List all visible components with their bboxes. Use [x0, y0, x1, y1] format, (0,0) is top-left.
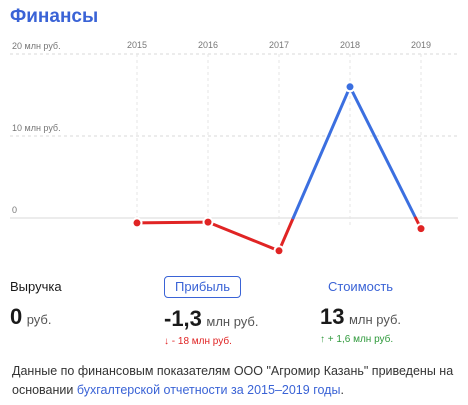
value-delta: ↑ + 1,6 млн руб. [320, 334, 394, 345]
note-end: . [340, 383, 344, 397]
profit-value: -1,3 [164, 306, 202, 331]
revenue-value-row: 0 руб. [10, 304, 62, 330]
profit-tab[interactable]: Прибыль [164, 276, 241, 298]
x-tick-label: 2015 [127, 40, 147, 50]
profit-metric: Прибыль -1,3 млн руб. ↓ - 18 млн руб. [164, 276, 258, 347]
data-source-note: Данные по финансовым показателям ООО "Аг… [12, 362, 458, 400]
x-tick-label: 2018 [340, 40, 360, 50]
value-value: 13 [320, 304, 345, 329]
profit-value-row: -1,3 млн руб. [164, 306, 258, 332]
profit-delta: ↓ - 18 млн руб. [164, 336, 232, 347]
page-title: Финансы [10, 6, 99, 27]
value-metric: Стоимость 13 млн руб. ↑ + 1,6 млн руб. [320, 276, 401, 345]
data-point [202, 216, 214, 228]
x-tick-label: 2016 [198, 40, 218, 50]
series-segment [277, 216, 295, 253]
metrics-panel: Выручка 0 руб. Прибыль -1,3 млн руб. ↓ -… [0, 276, 468, 347]
y-tick-label: 20 млн руб. [12, 41, 61, 51]
note-text: Данные по финансовым показателям ООО "Аг… [12, 364, 454, 397]
data-point [273, 245, 285, 257]
y-tick-label: 10 млн руб. [12, 123, 61, 133]
value-value-row: 13 млн руб. [320, 304, 401, 330]
series-segment [135, 220, 210, 225]
accounting-report-link[interactable]: бухгалтерской отчетности за 2015–2019 го… [76, 383, 341, 397]
value-tab[interactable]: Стоимость [328, 279, 394, 294]
series-segment [206, 220, 281, 253]
revenue-unit: руб. [26, 312, 52, 327]
data-point [131, 217, 143, 229]
data-point [344, 81, 356, 93]
revenue-metric: Выручка 0 руб. [10, 276, 62, 330]
profit-unit: млн руб. [206, 314, 259, 329]
revenue-label: Выручка [10, 279, 62, 294]
series-segment [291, 85, 352, 220]
x-tick-label: 2019 [411, 40, 431, 50]
value-unit: млн руб. [348, 312, 402, 327]
x-tick-label: 2017 [269, 40, 289, 50]
y-tick-label: 0 [12, 205, 17, 215]
data-point [415, 223, 427, 235]
series-segment [348, 85, 418, 220]
revenue-value: 0 [10, 304, 23, 329]
finance-line-chart: 20 млн руб. 10 млн руб. 0 2015 2016 2017 2018… [10, 40, 458, 257]
